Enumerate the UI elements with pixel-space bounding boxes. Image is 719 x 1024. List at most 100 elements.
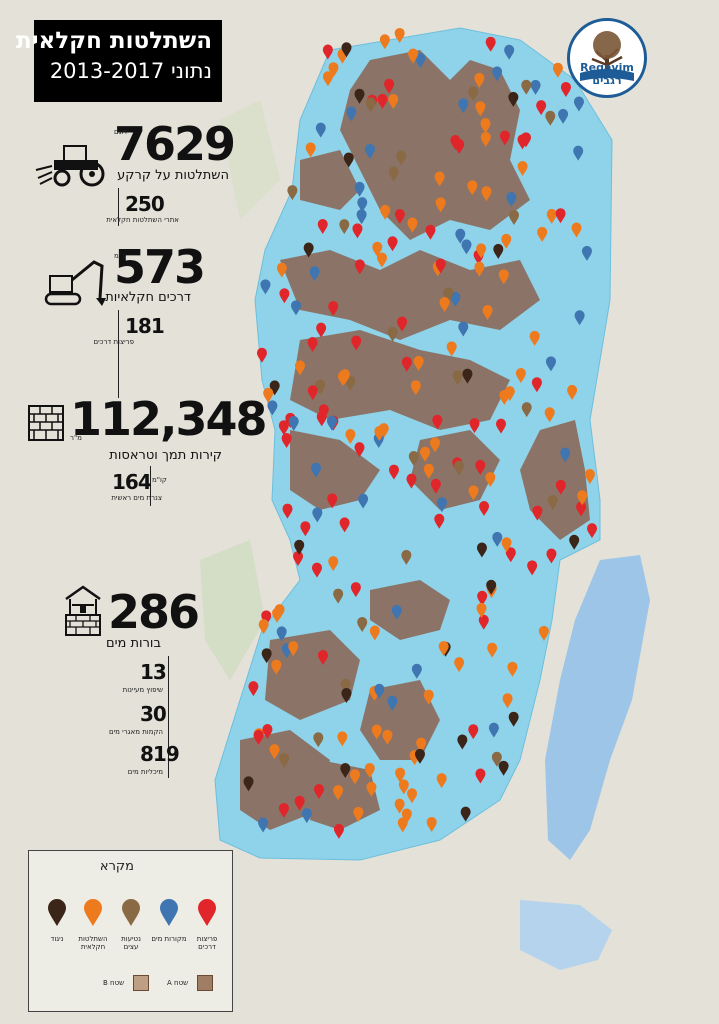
map-marker	[278, 802, 289, 818]
map-marker	[493, 243, 504, 259]
map-marker	[382, 729, 393, 745]
map-marker	[387, 326, 398, 342]
map-marker	[305, 142, 316, 158]
map-marker	[354, 181, 365, 197]
map-marker	[345, 429, 356, 445]
map-marker	[587, 523, 598, 539]
tractor-icon	[35, 145, 105, 187]
map-marker	[261, 648, 272, 664]
map-marker	[309, 266, 320, 282]
map-marker	[436, 773, 447, 789]
map-marker	[256, 347, 267, 363]
pin-icon	[198, 899, 216, 926]
map-marker	[458, 98, 469, 114]
map-marker	[313, 732, 324, 748]
excavator-icon	[44, 260, 106, 306]
map-marker	[530, 79, 541, 95]
map-marker	[571, 222, 582, 238]
map-marker	[457, 734, 468, 750]
map-marker	[574, 310, 585, 326]
map-marker	[253, 729, 264, 745]
map-marker	[462, 368, 473, 384]
map-marker	[258, 619, 269, 635]
map-marker	[435, 197, 446, 213]
map-marker	[505, 547, 516, 563]
roads-sub-label: פריצות דרכים	[93, 338, 134, 346]
map-marker	[552, 62, 563, 78]
area-a-polygon	[290, 330, 510, 430]
map-marker	[271, 659, 282, 675]
map-marker	[584, 468, 595, 484]
map-marker	[322, 44, 333, 60]
map-marker	[364, 762, 375, 778]
walls-label: קירות תמך וטראסות	[109, 448, 222, 463]
map-marker	[316, 322, 327, 338]
map-marker	[423, 689, 434, 705]
map-marker	[488, 722, 499, 738]
map-marker	[498, 269, 509, 285]
legend-label: מקורות מים	[151, 935, 187, 943]
area-a-polygon	[370, 580, 450, 640]
map-marker	[279, 288, 290, 304]
map-marker	[387, 695, 398, 711]
map-marker	[384, 78, 395, 94]
map-marker	[492, 531, 503, 547]
map-marker	[467, 180, 478, 196]
tree-logo-icon	[573, 24, 641, 92]
map-marker	[262, 724, 273, 740]
map-marker	[538, 625, 549, 641]
map-marker	[547, 494, 558, 510]
legend-label: ניגוד	[50, 935, 64, 943]
pin-icon	[84, 899, 102, 926]
map-marker	[311, 562, 322, 578]
map-marker	[446, 341, 457, 357]
map-marker	[458, 321, 469, 337]
map-marker	[432, 414, 443, 430]
map-marker	[577, 490, 588, 506]
map-marker	[394, 208, 405, 224]
wells-item-label: הקמות מאגרי מים	[108, 728, 163, 736]
map-marker	[485, 36, 496, 52]
legend-item-agri: השתלטות חקלאית	[75, 899, 111, 951]
map-marker	[508, 209, 519, 225]
map-marker	[461, 239, 472, 255]
map-marker	[476, 602, 487, 618]
map-marker	[454, 657, 465, 673]
map-marker	[301, 808, 312, 824]
map-marker	[340, 678, 351, 694]
map-marker	[388, 166, 399, 182]
map-marker	[531, 377, 542, 393]
map-marker	[315, 379, 326, 395]
title-box: השתלטות חקלאית נתוני 2013-2017	[16, 20, 222, 102]
map-marker	[487, 642, 498, 658]
map-marker	[407, 217, 418, 233]
map-marker	[358, 493, 369, 509]
walls-sub-value: 164	[112, 470, 152, 494]
map-marker	[374, 426, 385, 442]
map-marker	[506, 192, 517, 208]
map-marker	[529, 330, 540, 346]
map-marker	[276, 262, 287, 278]
map-marker	[468, 485, 479, 501]
map-marker	[425, 224, 436, 240]
map-marker	[379, 34, 390, 50]
map-marker	[312, 507, 323, 523]
map-marker	[468, 86, 479, 102]
map-marker	[430, 478, 441, 494]
map-marker	[371, 724, 382, 740]
map-marker	[436, 497, 447, 513]
map-marker	[495, 418, 506, 434]
map-marker	[482, 305, 493, 321]
legend-label: השתלטות חקלאית	[78, 935, 108, 951]
map-marker	[443, 287, 454, 303]
map-marker	[328, 301, 339, 317]
map-marker	[555, 479, 566, 495]
map-legend: מקרא פריצות דרכים מקורות מים נטיעות עצים…	[28, 850, 233, 1012]
water-well-icon	[65, 585, 101, 636]
legend-item-trees: נטיעות עצים	[113, 899, 149, 951]
map-marker	[407, 788, 418, 804]
map-marker	[366, 781, 377, 797]
map-marker	[278, 420, 289, 436]
map-marker	[478, 614, 489, 630]
wells-label: בורות מים	[106, 636, 161, 651]
